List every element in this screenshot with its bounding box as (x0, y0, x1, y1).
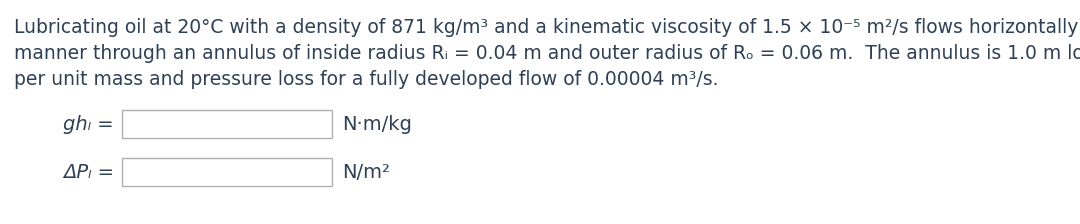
Text: N·m/kg: N·m/kg (342, 114, 411, 134)
Text: N/m²: N/m² (342, 162, 390, 181)
Text: ΔPₗ =: ΔPₗ = (63, 162, 114, 181)
Text: per unit mass and pressure loss for a fully developed flow of 0.00004 m³/s.: per unit mass and pressure loss for a fu… (14, 70, 718, 89)
Text: Lubricating oil at 20°C with a density of 871 kg/m³ and a kinematic viscosity of: Lubricating oil at 20°C with a density o… (14, 18, 1080, 37)
Bar (122, 110, 332, 138)
Text: manner through an annulus of inside radius Rᵢ = 0.04 m and outer radius of Rₒ = : manner through an annulus of inside radi… (14, 44, 1080, 63)
Bar (122, 158, 332, 186)
Text: ghₗ =: ghₗ = (64, 114, 114, 134)
